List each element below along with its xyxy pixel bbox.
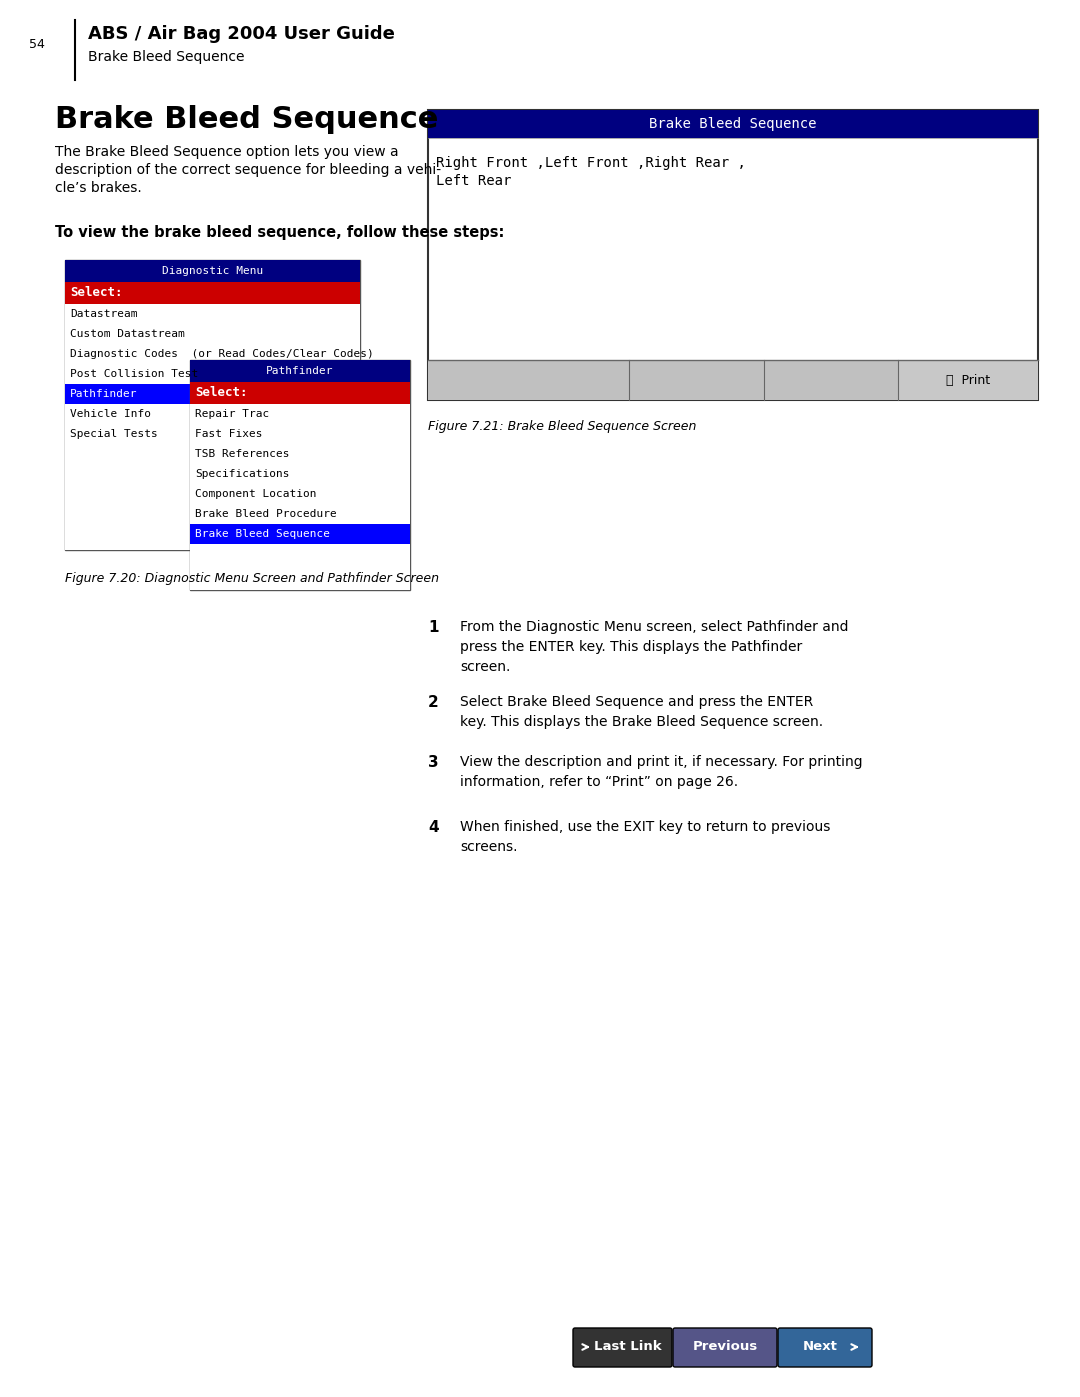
Bar (65, 384, 360, 404)
Bar (190, 360, 410, 381)
Text: From the Diagnostic Menu screen, select Pathfinder and: From the Diagnostic Menu screen, select … (460, 620, 849, 634)
Text: Brake Bleed Procedure: Brake Bleed Procedure (195, 509, 337, 520)
Text: The Brake Bleed Sequence option lets you view a: The Brake Bleed Sequence option lets you… (55, 145, 399, 159)
Text: TSB References: TSB References (195, 448, 289, 460)
Text: To view the brake bleed sequence, follow these steps:: To view the brake bleed sequence, follow… (55, 225, 504, 240)
Text: Brake Bleed Sequence: Brake Bleed Sequence (649, 117, 816, 131)
Bar (65, 260, 360, 550)
Text: Custom Datastream: Custom Datastream (70, 330, 185, 339)
Text: ABS / Air Bag 2004 User Guide: ABS / Air Bag 2004 User Guide (87, 25, 395, 43)
Text: Select:: Select: (195, 387, 247, 400)
Bar (428, 110, 1038, 400)
Text: Pathfinder: Pathfinder (267, 366, 334, 376)
Bar (190, 524, 410, 543)
Text: Select Brake Bleed Sequence and press the ENTER: Select Brake Bleed Sequence and press th… (460, 694, 813, 710)
Text: Brake Bleed Sequence: Brake Bleed Sequence (195, 529, 330, 539)
Text: information, refer to “Print” on page 26.: information, refer to “Print” on page 26… (460, 775, 738, 789)
Text: View the description and print it, if necessary. For printing: View the description and print it, if ne… (460, 754, 863, 768)
Text: press the ENTER key. This displays the Pathfinder: press the ENTER key. This displays the P… (460, 640, 802, 654)
Text: Figure 7.21: Brake Bleed Sequence Screen: Figure 7.21: Brake Bleed Sequence Screen (428, 420, 697, 433)
Text: Brake Bleed Sequence: Brake Bleed Sequence (55, 105, 438, 134)
Bar (190, 360, 410, 590)
Text: 1: 1 (428, 620, 438, 636)
Bar (428, 110, 1038, 138)
FancyBboxPatch shape (573, 1329, 672, 1368)
Bar (65, 282, 360, 305)
Text: Post Collision Test: Post Collision Test (70, 369, 199, 379)
Text: Diagnostic Menu: Diagnostic Menu (162, 265, 264, 277)
Text: Vehicle Info: Vehicle Info (70, 409, 151, 419)
Text: 2: 2 (428, 694, 438, 710)
Text: Special Tests: Special Tests (70, 429, 158, 439)
Text: 3: 3 (428, 754, 438, 770)
Bar (428, 360, 1038, 400)
Text: Datastream: Datastream (70, 309, 137, 319)
Text: Previous: Previous (692, 1341, 758, 1354)
Text: Last Link: Last Link (594, 1341, 661, 1354)
Text: Component Location: Component Location (195, 489, 316, 499)
Text: Repair Trac: Repair Trac (195, 409, 269, 419)
Text: screen.: screen. (460, 659, 511, 673)
Text: screens.: screens. (460, 840, 517, 854)
Bar (190, 381, 410, 404)
Text: cle’s brakes.: cle’s brakes. (55, 182, 141, 196)
Text: Right Front ,Left Front ,Right Rear ,: Right Front ,Left Front ,Right Rear , (436, 156, 746, 170)
Text: Fast Fixes: Fast Fixes (195, 429, 262, 439)
Text: key. This displays the Brake Bleed Sequence screen.: key. This displays the Brake Bleed Seque… (460, 715, 823, 729)
Text: When finished, use the EXIT key to return to previous: When finished, use the EXIT key to retur… (460, 820, 831, 834)
Text: Diagnostic Codes  (or Read Codes/Clear Codes): Diagnostic Codes (or Read Codes/Clear Co… (70, 349, 374, 359)
Text: 4: 4 (428, 820, 438, 835)
Bar (190, 404, 410, 590)
Text: Select:: Select: (70, 286, 122, 299)
Text: Specifications: Specifications (195, 469, 289, 479)
Text: 🖨  Print: 🖨 Print (946, 373, 990, 387)
Text: Left Rear: Left Rear (436, 175, 511, 189)
Text: description of the correct sequence for bleeding a vehi-: description of the correct sequence for … (55, 163, 441, 177)
Text: Figure 7.20: Diagnostic Menu Screen and Pathfinder Screen: Figure 7.20: Diagnostic Menu Screen and … (65, 571, 438, 585)
Text: Next: Next (802, 1341, 837, 1354)
FancyBboxPatch shape (673, 1329, 777, 1368)
Bar (897, 360, 1038, 400)
Text: Pathfinder: Pathfinder (70, 388, 137, 400)
Bar (65, 260, 360, 282)
FancyBboxPatch shape (778, 1329, 872, 1368)
Text: 54: 54 (29, 38, 45, 52)
Bar (65, 305, 360, 550)
Text: Brake Bleed Sequence: Brake Bleed Sequence (87, 50, 244, 64)
